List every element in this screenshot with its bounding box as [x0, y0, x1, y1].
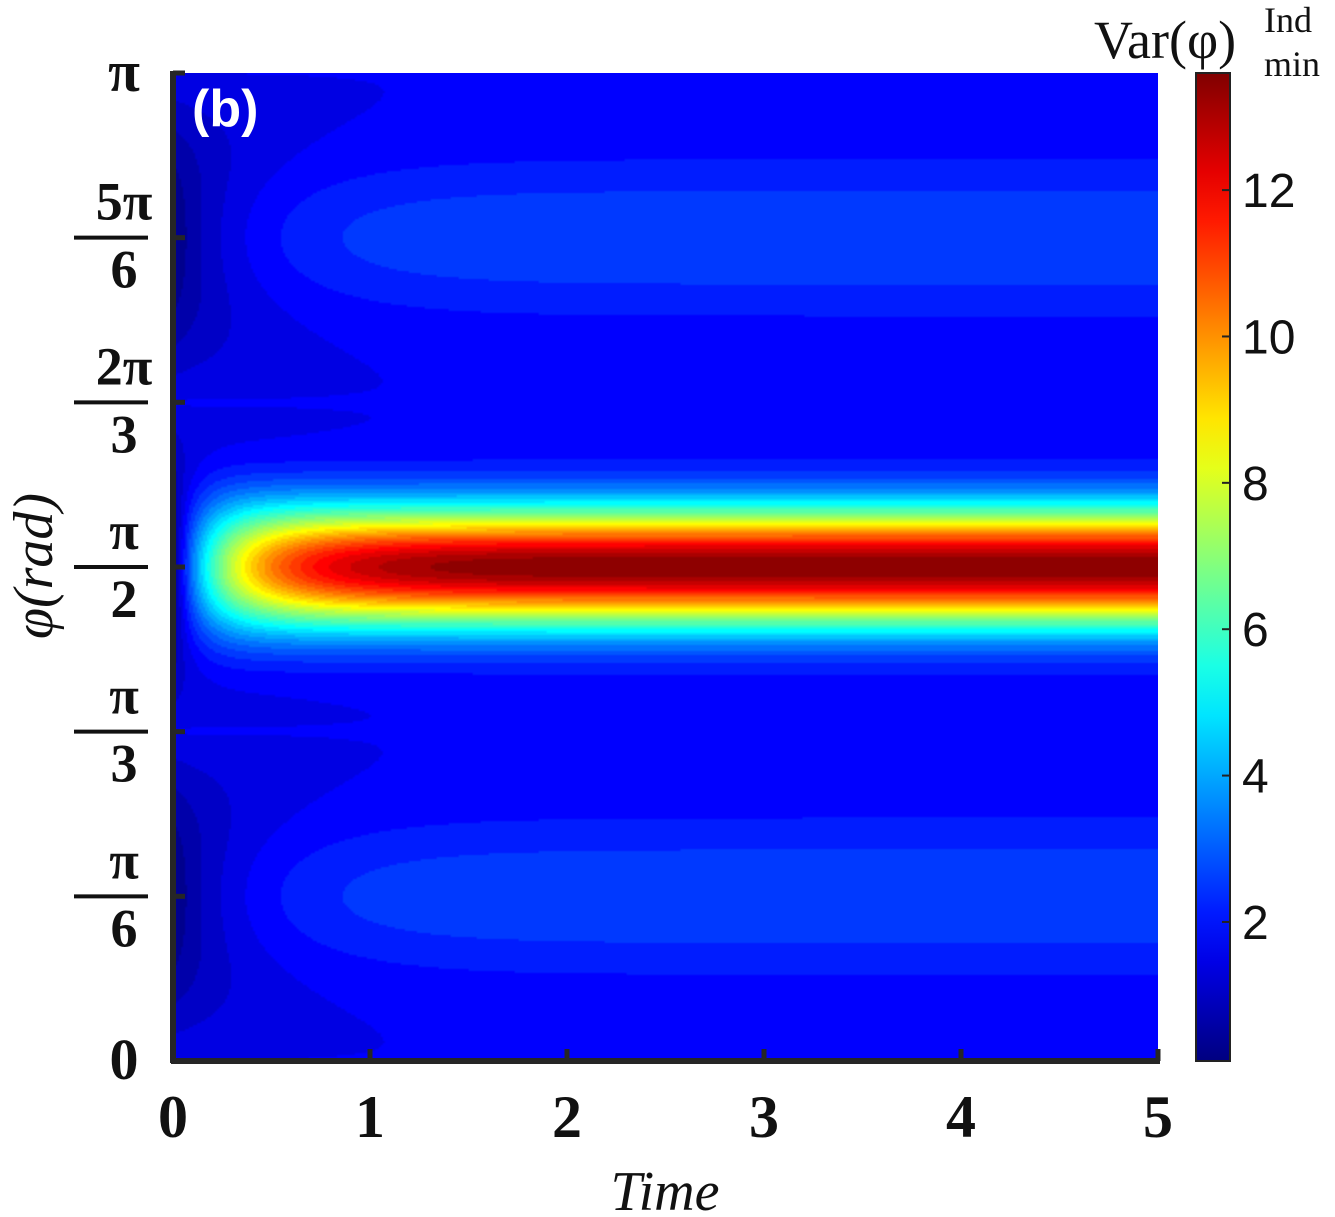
y-tick-numerator: 2π — [96, 336, 153, 396]
axes — [170, 70, 1161, 1064]
y-tick-numerator: 5π — [96, 172, 153, 232]
y-tick-label: 5π6 — [74, 172, 153, 300]
colorbar-tick-label: 12 — [1242, 165, 1295, 218]
y-tick-label: π6 — [74, 830, 148, 958]
x-tick-label: 5 — [1143, 1084, 1173, 1150]
colorbar-title-sub: min — [1264, 44, 1320, 84]
x-tick-label: 4 — [946, 1084, 976, 1150]
y-tick-label: π2 — [74, 501, 148, 629]
colorbar-tick-label: 6 — [1242, 604, 1269, 657]
heatmap-raster — [173, 73, 1158, 1061]
colorbar-tick-label: 10 — [1242, 311, 1295, 364]
colorbar-title-sup: Ind — [1264, 0, 1312, 40]
y-tick-numerator: π — [109, 501, 139, 561]
y-tick-single: π — [108, 39, 140, 104]
y-tick-label: 0 — [110, 1027, 139, 1092]
colorbar-title-main: Var(φ) — [1094, 10, 1236, 70]
colorbar-gradient — [1195, 72, 1231, 1062]
y-tick-label: π — [108, 39, 140, 104]
panel-label: (b) — [192, 80, 258, 138]
y-tick-numerator: π — [109, 666, 139, 726]
x-tick-label: 3 — [749, 1084, 779, 1150]
y-tick-label: π3 — [74, 666, 148, 794]
colorbar-tick-label: 4 — [1242, 751, 1269, 804]
y-tick-denominator: 6 — [111, 898, 138, 958]
y-tick-denominator: 3 — [111, 734, 138, 794]
colorbar-tick-label: 8 — [1242, 458, 1269, 511]
colorbar-title: Var(φ) Ind min — [1094, 0, 1320, 84]
x-tick-label: 1 — [355, 1084, 385, 1150]
x-axis-label: Time — [611, 1161, 720, 1217]
colorbar-tick-label: 2 — [1242, 897, 1269, 950]
y-tick-numerator: π — [109, 830, 139, 890]
y-tick-label: 2π3 — [74, 336, 153, 464]
y-tick-denominator: 2 — [111, 569, 138, 629]
x-tick-labels: 0 1 2 3 4 5 — [158, 1084, 1173, 1150]
y-tick-denominator: 6 — [111, 240, 138, 300]
y-axis-label: φ(rad) — [3, 493, 65, 639]
heatmap-image — [173, 73, 1158, 1061]
x-tick-label: 2 — [552, 1084, 582, 1150]
colorbar: 2 4 6 8 10 12 — [1195, 72, 1295, 1062]
y-tick-single: 0 — [110, 1027, 139, 1092]
colorbar-ticks: 2 4 6 8 10 12 — [1222, 165, 1295, 950]
y-tick-denominator: 3 — [111, 404, 138, 464]
x-tick-label: 0 — [158, 1084, 188, 1150]
